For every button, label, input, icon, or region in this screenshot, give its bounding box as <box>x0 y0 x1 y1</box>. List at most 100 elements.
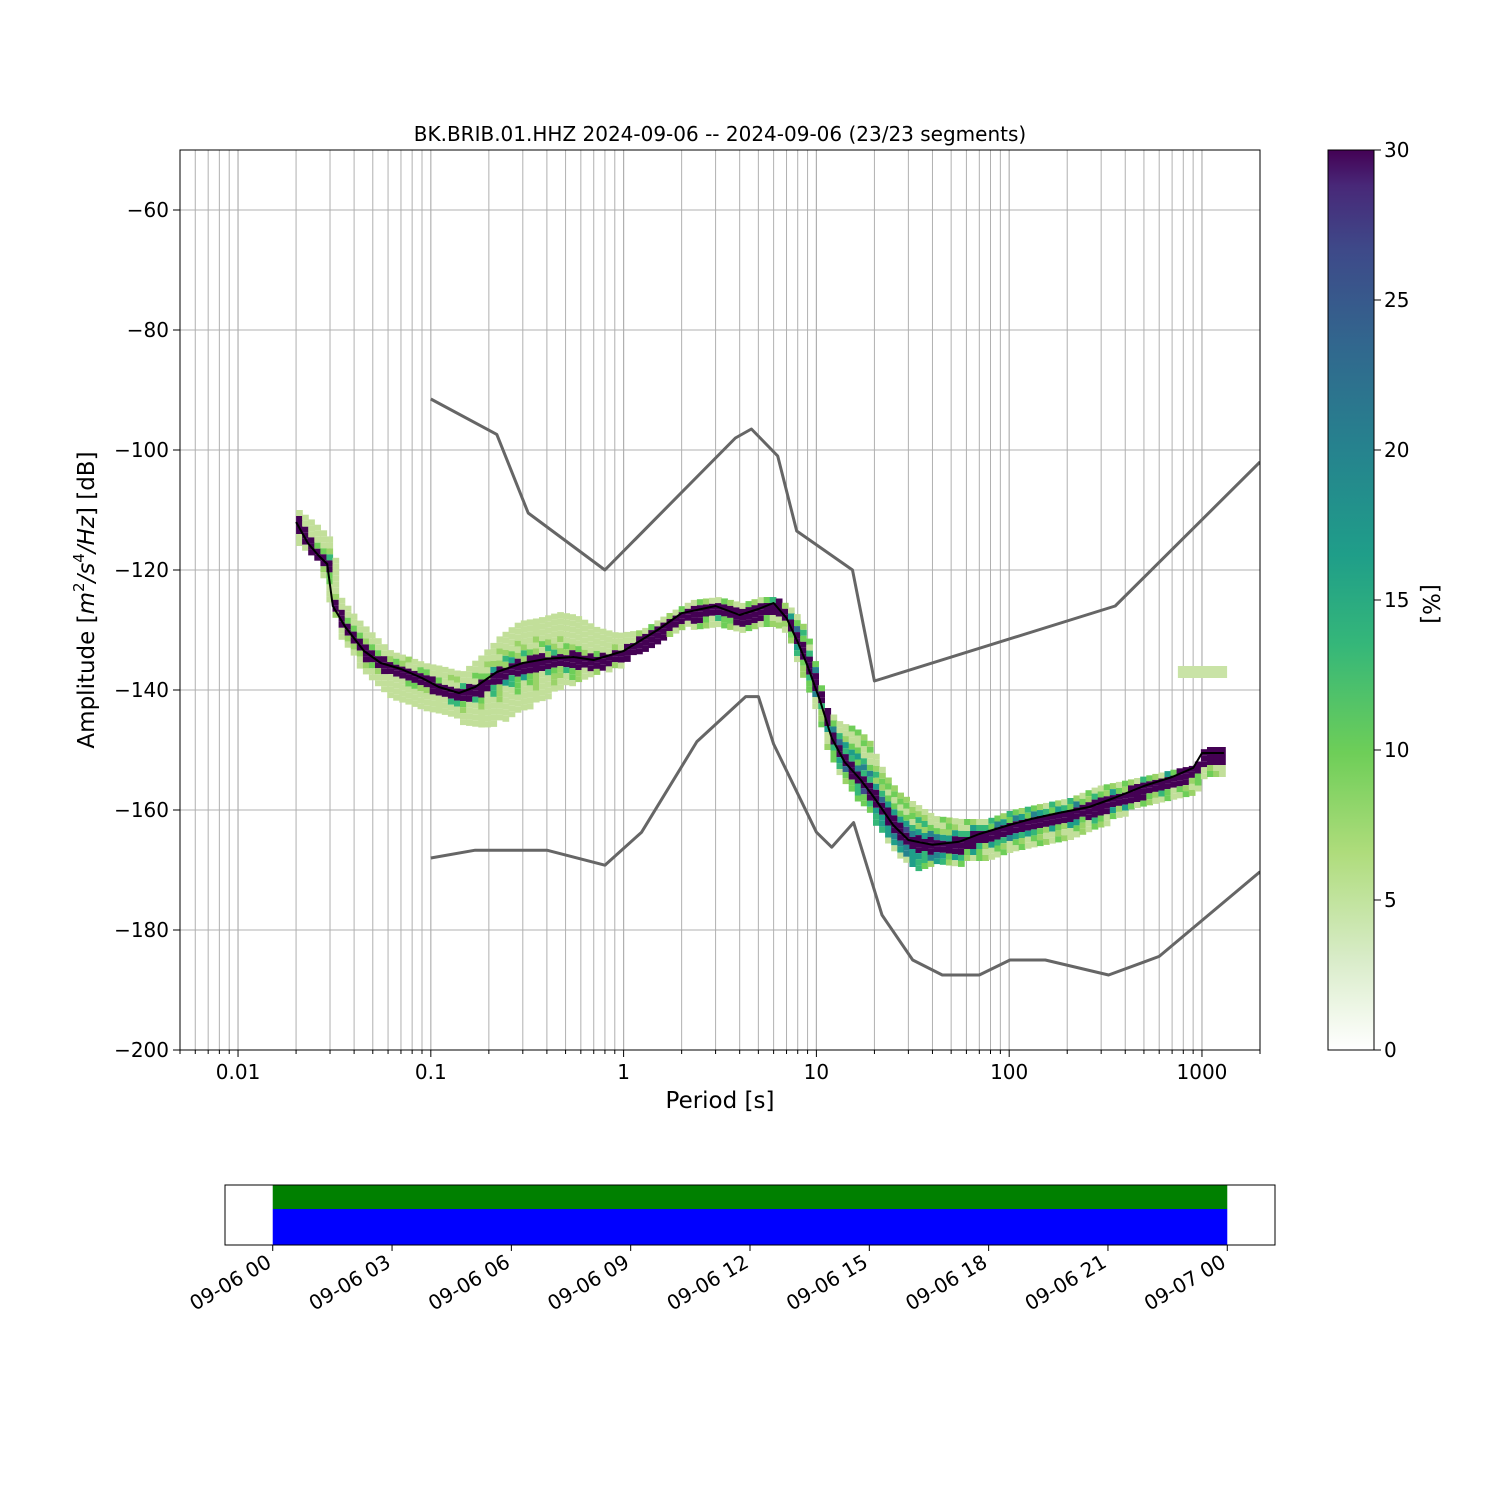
density-cell <box>733 619 740 626</box>
density-cell <box>794 644 801 651</box>
density-cell <box>982 837 989 843</box>
density-cell <box>338 633 346 640</box>
density-cell <box>557 636 564 643</box>
density-cell <box>830 744 838 751</box>
density-cell <box>593 626 601 633</box>
density-cell <box>569 674 576 681</box>
density-cell <box>484 721 491 728</box>
density-cell <box>593 662 601 669</box>
density-cell <box>520 662 528 669</box>
density-cell <box>563 661 570 668</box>
density-cell <box>1006 847 1014 853</box>
density-cell <box>806 662 813 669</box>
density-cell <box>393 682 400 689</box>
density-cell <box>539 629 546 636</box>
colorbar-label: [%] <box>1417 584 1443 624</box>
segment-timeline <box>272 1185 1228 1245</box>
density-cell <box>1030 811 1038 818</box>
density-cell <box>296 534 303 540</box>
density-cell <box>860 746 868 753</box>
timeline-tick-label: 09-06 09 <box>543 1250 633 1316</box>
density-cell <box>411 676 419 683</box>
density-cell <box>496 666 504 673</box>
density-cell <box>399 690 406 697</box>
density-cell <box>1067 822 1074 828</box>
density-cell <box>976 849 983 855</box>
density-cell <box>308 525 315 532</box>
density-cell <box>441 672 449 679</box>
density-cell <box>302 520 309 527</box>
density-cell <box>447 668 455 675</box>
density-cell <box>1109 783 1117 790</box>
density-cell <box>551 625 558 632</box>
density-cell <box>332 557 340 564</box>
density-cell <box>1024 806 1032 813</box>
density-cell <box>1176 786 1184 793</box>
density-cell <box>1134 802 1141 808</box>
density-cell <box>1219 759 1226 765</box>
density-cell <box>915 829 923 836</box>
density-cell <box>551 619 558 626</box>
density-cell <box>1213 765 1220 771</box>
density-cell <box>830 726 838 733</box>
density-cell <box>393 670 400 677</box>
density-cell <box>520 668 528 675</box>
density-cell <box>484 679 491 686</box>
density-cell <box>496 654 504 661</box>
density-cell <box>1018 826 1026 832</box>
density-cell <box>417 679 425 686</box>
density-cell <box>927 812 935 819</box>
density-cell <box>921 827 929 833</box>
density-cell <box>1182 791 1190 798</box>
x-axis-ticks: 0.01 0.1 1 10 100 1000 <box>179 1050 1261 1084</box>
density-cell <box>988 841 996 848</box>
density-cell <box>557 612 564 619</box>
density-cell <box>496 696 504 703</box>
density-cell <box>429 706 437 713</box>
density-cell <box>599 628 607 635</box>
density-cell <box>1043 838 1050 845</box>
density-cell <box>684 602 692 609</box>
density-cell <box>587 635 595 642</box>
density-cell <box>472 690 479 697</box>
density-cell <box>454 700 461 707</box>
density-cell <box>435 695 443 702</box>
density-cell <box>569 668 576 675</box>
density-cell <box>387 674 394 681</box>
density-cell <box>611 644 619 651</box>
density-cell <box>447 674 455 681</box>
density-cell <box>326 596 334 603</box>
density-cell <box>472 660 479 667</box>
density-cell <box>368 650 376 657</box>
density-cell <box>1219 765 1226 771</box>
density-cell <box>951 818 959 825</box>
density-cell <box>539 617 546 624</box>
density-cell <box>514 688 522 695</box>
density-cell <box>478 673 485 680</box>
density-cell <box>1128 791 1135 798</box>
density-cell <box>885 813 892 820</box>
density-cell <box>958 830 965 837</box>
density-cell <box>514 700 522 707</box>
density-cell <box>836 727 844 734</box>
density-cell <box>332 611 340 618</box>
density-cell <box>1018 838 1026 844</box>
density-cell <box>848 743 856 750</box>
density-cell <box>356 638 364 645</box>
density-cell <box>739 608 747 615</box>
chart-title: BK.BRIB.01.HHZ 2024-09-06 -- 2024-09-06 … <box>414 122 1026 146</box>
density-cell <box>903 850 910 857</box>
density-cell <box>502 709 510 716</box>
density-cell <box>393 694 400 701</box>
density-cell <box>484 655 491 662</box>
density-cell <box>338 615 346 622</box>
density-cell <box>502 637 510 644</box>
density-cell <box>1122 810 1129 817</box>
density-cell <box>460 683 467 690</box>
density-cell <box>988 817 996 824</box>
density-cell <box>1024 836 1032 843</box>
density-cell <box>1115 799 1123 806</box>
density-cell <box>581 673 589 680</box>
density-cell <box>520 692 528 699</box>
density-cell <box>927 818 935 825</box>
